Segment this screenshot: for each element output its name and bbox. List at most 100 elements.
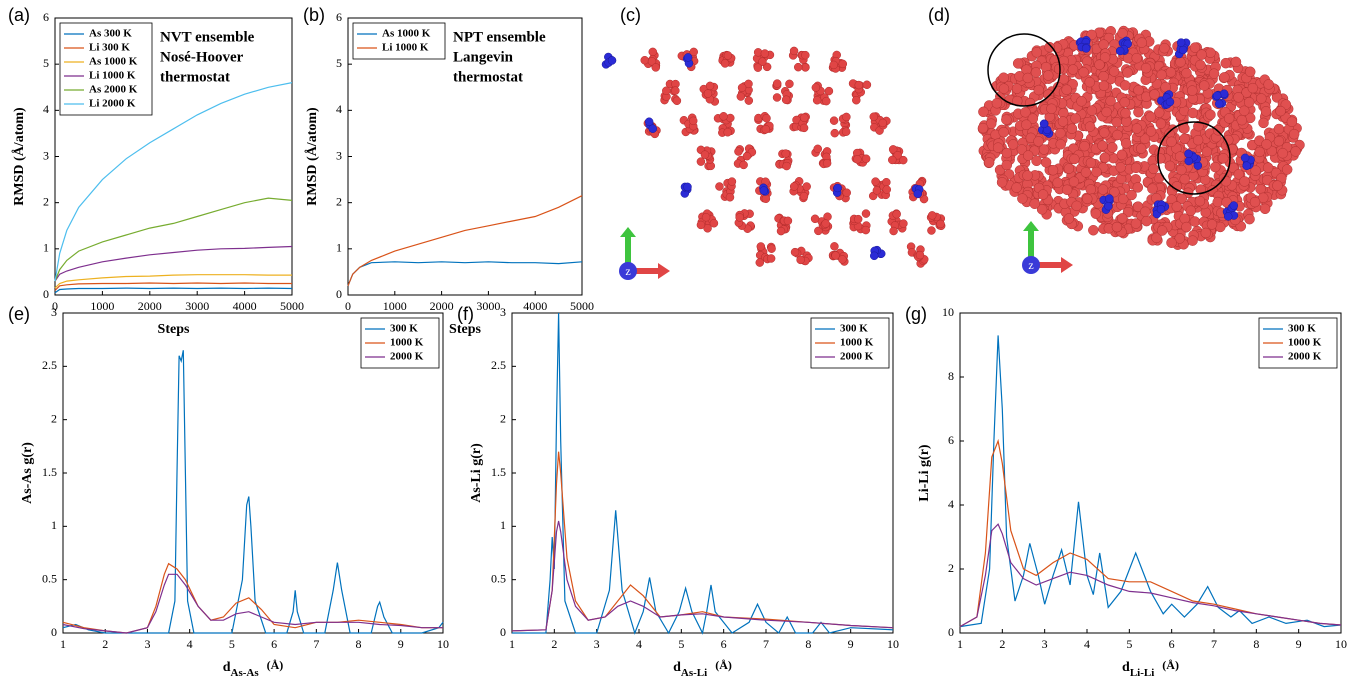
panel-label: (f) (457, 304, 474, 324)
legend-label: 300 K (840, 323, 868, 335)
atom (841, 127, 851, 136)
atom (1084, 121, 1096, 132)
atom (1131, 52, 1142, 64)
x-tick-label: 2 (999, 637, 1005, 651)
atom (1120, 138, 1132, 149)
atom (1085, 184, 1097, 195)
atom (781, 95, 791, 104)
atom (1111, 221, 1123, 233)
atom (1119, 80, 1131, 91)
atom (709, 219, 719, 228)
atom (871, 177, 880, 186)
atom (1244, 213, 1255, 225)
atom (1033, 84, 1044, 96)
atom (829, 116, 839, 125)
atom (888, 155, 897, 165)
y-tick-label: 6 (948, 433, 954, 447)
series-line (54, 245, 293, 282)
y-tick-label: 2.5 (42, 358, 57, 372)
atom (1220, 175, 1232, 187)
x-tick-label: 5 (229, 637, 235, 651)
legend-label: 1000 K (390, 337, 424, 349)
atom (1239, 176, 1250, 187)
legend-label: As 2000 K (89, 84, 138, 96)
atom (1189, 42, 1201, 53)
atom (985, 118, 997, 129)
atom (1147, 183, 1158, 194)
axis-arrow-x-head (658, 263, 670, 279)
y-tick-label: 0 (336, 287, 342, 301)
atom (1090, 208, 1102, 219)
atom (1145, 111, 1156, 123)
series-line (54, 282, 292, 291)
atom (647, 57, 657, 66)
annotation: Langevin (453, 49, 514, 65)
atom (640, 55, 649, 65)
atom (1011, 83, 1023, 94)
atom (1230, 56, 1242, 68)
atom (1111, 116, 1122, 128)
series-line (959, 335, 1342, 628)
atom (1063, 163, 1075, 174)
atom (1105, 194, 1114, 203)
x-tick-label: 3000 (185, 299, 209, 313)
atom (1135, 143, 1147, 154)
atom (1047, 164, 1059, 176)
y-tick-label: 4 (43, 102, 49, 116)
axis-arrow-y-head (1023, 221, 1039, 231)
axis-arrow-x (1031, 262, 1063, 268)
atom (842, 188, 851, 197)
atom (644, 117, 654, 126)
atom (1176, 38, 1186, 47)
atom (978, 106, 989, 118)
series-line (511, 520, 894, 632)
axis-arrow-y (1028, 229, 1034, 263)
atom (1273, 123, 1285, 135)
x-tick-label: 9 (398, 637, 404, 651)
atom (833, 183, 842, 193)
atom (800, 113, 809, 123)
atom (861, 154, 871, 163)
atom (1057, 116, 1069, 127)
atom (1119, 96, 1130, 108)
atom (766, 254, 776, 263)
x-tick-label: 8 (805, 637, 811, 651)
atom (998, 83, 1010, 94)
atom (719, 112, 728, 121)
atom (991, 98, 1003, 109)
x-tick-label: 4 (1084, 637, 1090, 651)
atom (1272, 180, 1283, 191)
atom (1178, 45, 1188, 55)
atom (1263, 79, 1274, 90)
atom (1022, 150, 1034, 161)
legend-label: Li 300 K (89, 42, 130, 54)
x-axis-label-sub: As-Li (681, 667, 707, 679)
atom (1080, 167, 1092, 178)
y-tick-label: 1.5 (42, 465, 57, 479)
y-tick-label: 0 (500, 625, 506, 639)
atom (703, 224, 712, 233)
annotation: thermostat (160, 69, 230, 85)
atom (1281, 164, 1293, 175)
atom (814, 226, 823, 236)
x-tick-label: 1 (60, 637, 66, 651)
series-line (347, 261, 583, 287)
y-tick-label: 8 (948, 369, 954, 383)
atom (1259, 203, 1271, 215)
atom (1033, 136, 1044, 147)
atom (1184, 149, 1193, 159)
atom (1022, 72, 1034, 84)
atom (1126, 189, 1137, 201)
atom (1229, 201, 1239, 210)
atom (853, 214, 863, 224)
atom (1109, 186, 1120, 198)
atom (872, 186, 882, 195)
atom (1081, 44, 1091, 53)
x-axis-label: dAs-Li (Å) (673, 658, 732, 679)
atom (927, 211, 937, 220)
atom (829, 60, 838, 70)
x-axis-label-main: d (673, 660, 681, 675)
atom (1022, 170, 1033, 181)
series-line (512, 312, 894, 635)
axis-z-sphere (619, 262, 637, 280)
